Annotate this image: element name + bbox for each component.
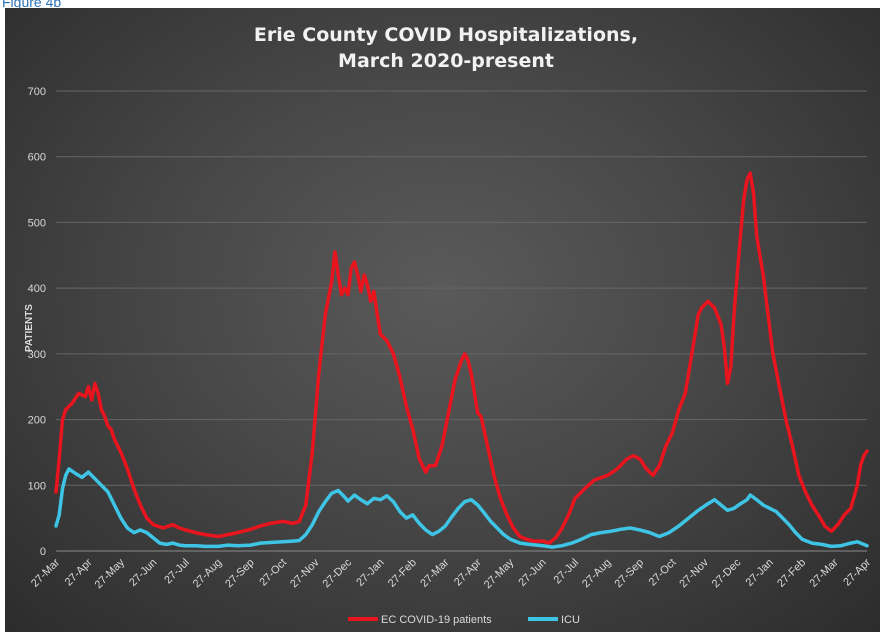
legend-label: EC COVID-19 patients — [381, 614, 492, 626]
figure-caption: Figure 4b — [2, 0, 62, 10]
x-tick-label: 27-May — [482, 556, 517, 591]
series-lines — [54, 171, 869, 549]
x-tick-label: 27-Dec — [710, 556, 744, 590]
x-tick-label: 27-Mar — [418, 556, 451, 589]
x-tick-label: 27-Sep — [612, 557, 646, 591]
x-tick-label: 27-Apr — [63, 556, 95, 588]
x-tick-label: 27-Jun — [516, 557, 548, 589]
y-tick-label: 500 — [28, 217, 46, 229]
y-tick-label: 700 — [28, 86, 46, 98]
x-tick-label: 27-Aug — [580, 557, 614, 591]
x-tick-label: 27-Oct — [647, 557, 679, 589]
chart-title-line2: March 2020-present — [338, 50, 554, 72]
y-tick-label: 100 — [28, 480, 46, 492]
x-tick-label: 27-Dec — [321, 556, 355, 590]
x-tick-label: 27-Mar — [29, 556, 62, 589]
x-tick-label: 27-Jul — [162, 557, 192, 587]
y-axis-label: PATIENTS — [24, 304, 35, 352]
x-tick-label: 27-Aug — [191, 557, 225, 591]
y-tick-label: 600 — [28, 152, 46, 164]
series-line-icu — [54, 467, 869, 549]
chart-title-line1: Erie County COVID Hospitalizations, — [254, 24, 638, 46]
x-tick-label: 27-Nov — [677, 556, 711, 590]
x-tick-label: 27-Feb — [775, 557, 808, 590]
x-tick-label: 27-Jan — [744, 557, 776, 589]
y-tick-label: 300 — [28, 349, 46, 361]
x-tick-label: 27-Nov — [288, 556, 322, 590]
y-axis-ticks: 0 100 200 300 400 500 600 700 — [28, 86, 46, 558]
series-line-patients — [54, 171, 869, 545]
x-tick-label: 27-Sep — [223, 557, 257, 591]
gridlines — [56, 90, 867, 552]
x-tick-label: 27-May — [93, 556, 128, 591]
chart-area: Erie County COVID Hospitalizations, Marc… — [5, 8, 880, 632]
legend: EC COVID-19 patients ICU — [348, 614, 580, 626]
legend-label: ICU — [561, 614, 580, 626]
x-tick-label: 27-Jun — [127, 557, 159, 589]
x-tick-label: 27-Oct — [257, 557, 289, 589]
x-tick-label: 27-Apr — [841, 556, 873, 588]
y-tick-label: 200 — [28, 415, 46, 427]
line-chart: Erie County COVID Hospitalizations, Marc… — [24, 24, 873, 626]
x-tick-label: 27-Apr — [452, 556, 484, 588]
x-tick-label: 27-Jan — [354, 557, 386, 589]
x-tick-label: 27-Mar — [808, 556, 841, 589]
x-tick-label: 27-Feb — [386, 557, 419, 590]
y-tick-label: 400 — [28, 283, 46, 295]
x-tick-label: 27-Jul — [551, 557, 581, 587]
y-tick-label: 0 — [40, 546, 46, 558]
